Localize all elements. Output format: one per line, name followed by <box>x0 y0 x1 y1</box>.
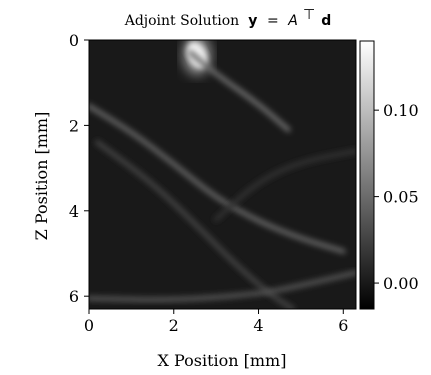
colorbar-tick-label: 0.10 <box>383 101 419 120</box>
colorbar-tick-label: 0.00 <box>383 274 419 293</box>
colorbar-gradient-bar <box>359 40 375 310</box>
x-tick-label: 4 <box>253 316 263 335</box>
colorbar-ticks: 0.00 0.05 0.10 <box>374 101 419 293</box>
heatmap-arc-feature <box>89 270 356 303</box>
x-axis-label: X Position [mm] <box>158 351 287 370</box>
y-tick-label: 2 <box>69 116 79 135</box>
heatmap-plot-area <box>88 39 357 310</box>
y-tick-label: 4 <box>69 202 79 221</box>
heatmap-arc-feature <box>94 139 295 309</box>
heatmap-features <box>89 40 356 309</box>
x-tick-label: 2 <box>169 316 179 335</box>
x-axis: 0 2 4 6 <box>84 309 348 335</box>
heatmap-background <box>89 40 356 309</box>
title-vector-y: y <box>248 13 257 29</box>
y-axis-label: Z Position [mm] <box>32 112 51 241</box>
heatmap-arc-feature <box>89 103 346 254</box>
heatmap-arc-feature <box>213 148 356 222</box>
y-tick-label: 6 <box>69 287 79 306</box>
heatmap-arc-feature <box>188 50 291 133</box>
x-tick-label: 6 <box>338 316 348 335</box>
title-vector-d: d <box>321 13 331 29</box>
title-transpose: ⊤ <box>303 7 315 23</box>
y-axis: 0 2 4 6 <box>69 31 89 306</box>
x-tick-label: 0 <box>84 316 94 335</box>
colorbar-tick-label: 0.05 <box>383 188 419 207</box>
y-tick-label: 0 <box>69 31 79 50</box>
title-matrix-a: A <box>287 13 298 29</box>
chart-title: Adjoint Solution y = A ⊤ d <box>124 4 332 29</box>
colorbar: 0.00 0.05 0.10 <box>359 40 419 310</box>
heatmap-frame <box>88 39 357 310</box>
title-equals: = <box>263 13 284 29</box>
chart-title-text: Adjoint Solution <box>124 13 239 29</box>
